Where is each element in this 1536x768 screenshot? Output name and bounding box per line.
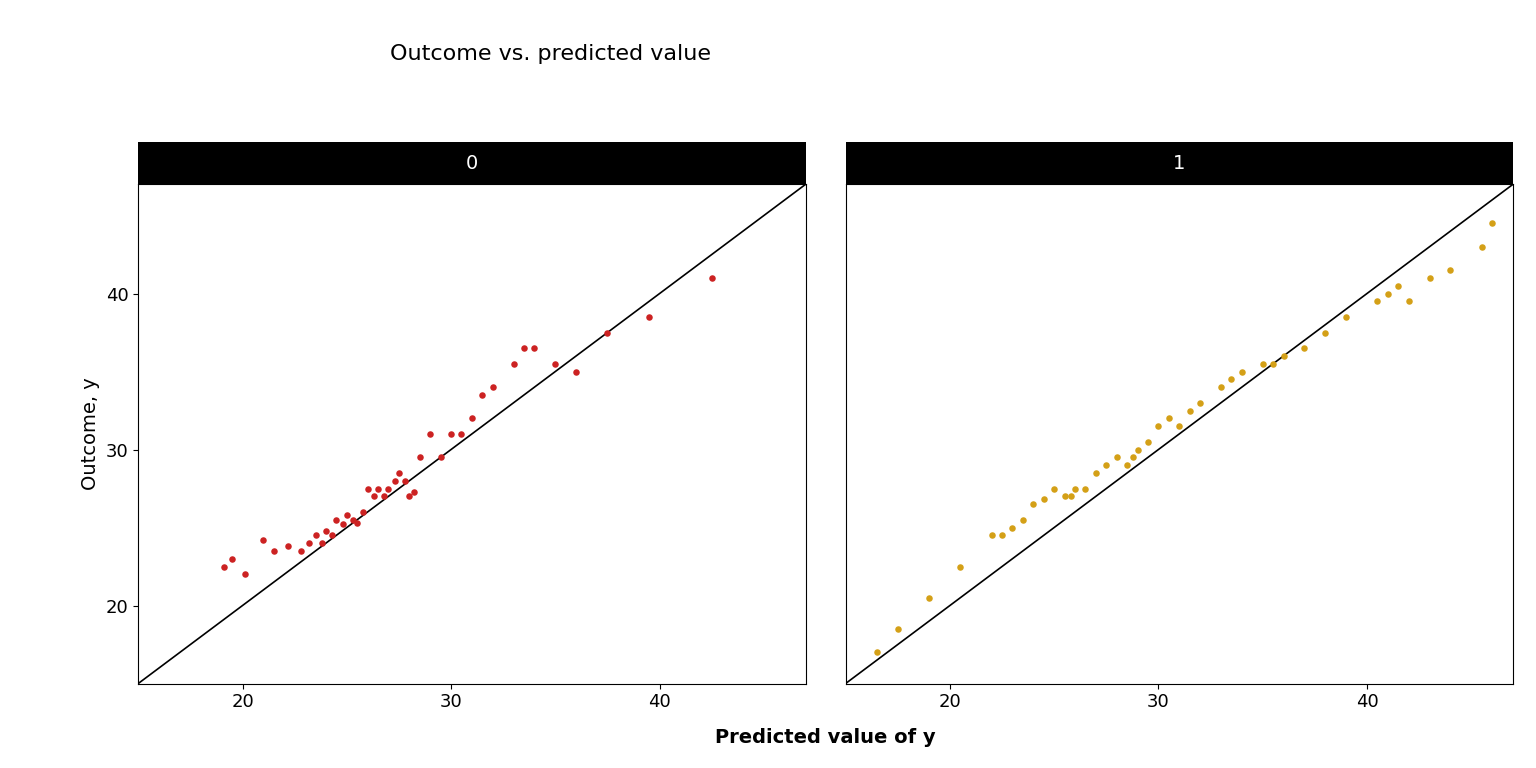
Point	[501, 358, 525, 370]
Point	[1272, 349, 1296, 362]
Point	[1376, 287, 1401, 300]
Point	[1438, 264, 1462, 276]
Point	[1418, 272, 1442, 284]
Point	[459, 412, 484, 425]
Point	[324, 514, 349, 526]
Point	[948, 561, 972, 573]
Point	[1479, 217, 1504, 230]
Point	[1366, 295, 1390, 307]
Point	[1261, 358, 1286, 370]
Point	[1083, 467, 1107, 479]
Point	[1104, 451, 1129, 463]
Point	[429, 451, 453, 463]
Point	[309, 537, 333, 549]
Point	[352, 506, 376, 518]
Point	[1146, 420, 1170, 432]
Text: Outcome vs. predicted value: Outcome vs. predicted value	[390, 44, 711, 64]
Point	[544, 358, 568, 370]
Point	[407, 451, 432, 463]
Point	[212, 561, 237, 573]
Point	[699, 272, 723, 284]
Point	[1333, 311, 1358, 323]
Point	[1157, 412, 1181, 425]
Point	[1187, 396, 1212, 409]
Point	[1470, 240, 1495, 253]
Point	[522, 342, 547, 354]
Point	[250, 534, 275, 546]
Point	[372, 490, 396, 502]
Point	[980, 529, 1005, 541]
Point	[1220, 373, 1244, 386]
Point	[917, 591, 942, 604]
Point	[341, 514, 366, 526]
Point	[439, 428, 464, 440]
Point	[296, 537, 321, 549]
Point	[1063, 482, 1087, 495]
Point	[1021, 498, 1046, 510]
Point	[319, 529, 344, 541]
Point	[303, 529, 327, 541]
Point	[1250, 358, 1275, 370]
Point	[564, 366, 588, 378]
Point	[398, 490, 422, 502]
Point	[481, 381, 505, 393]
Point	[1209, 381, 1233, 393]
Point	[865, 646, 889, 658]
Point	[393, 475, 418, 487]
Point	[366, 482, 390, 495]
Point	[1178, 405, 1203, 417]
Point	[330, 518, 355, 531]
Point	[511, 342, 536, 354]
Y-axis label: Outcome, y: Outcome, y	[81, 378, 100, 490]
Point	[418, 428, 442, 440]
Point	[387, 467, 412, 479]
Point	[220, 553, 244, 565]
Point	[1032, 493, 1057, 505]
Point	[313, 525, 338, 537]
Point	[594, 326, 619, 339]
Text: Predicted value of y: Predicted value of y	[716, 728, 935, 746]
Text: 1: 1	[1174, 154, 1186, 173]
Point	[1115, 459, 1140, 472]
Point	[401, 485, 425, 498]
Point	[289, 545, 313, 557]
Point	[346, 517, 370, 529]
Text: 0: 0	[465, 154, 478, 173]
Point	[1041, 482, 1066, 495]
Point	[361, 490, 386, 502]
Point	[1000, 521, 1025, 534]
Point	[1135, 435, 1160, 448]
Point	[1011, 514, 1035, 526]
Point	[1385, 280, 1410, 292]
Point	[1292, 342, 1316, 354]
Point	[382, 475, 407, 487]
Point	[355, 482, 379, 495]
Point	[261, 545, 286, 557]
Point	[1167, 420, 1192, 432]
Point	[637, 311, 662, 323]
Point	[1313, 326, 1338, 339]
Point	[989, 529, 1014, 541]
Point	[232, 568, 257, 581]
Point	[1229, 366, 1253, 378]
Point	[1058, 490, 1083, 502]
Point	[376, 482, 401, 495]
Point	[1074, 482, 1098, 495]
Point	[1126, 443, 1150, 455]
Point	[1052, 490, 1077, 502]
Point	[1121, 451, 1146, 463]
Point	[276, 540, 301, 552]
Point	[1094, 459, 1118, 472]
Point	[470, 389, 495, 401]
Point	[449, 428, 473, 440]
Point	[335, 509, 359, 521]
Point	[1396, 295, 1421, 307]
Point	[885, 623, 909, 635]
